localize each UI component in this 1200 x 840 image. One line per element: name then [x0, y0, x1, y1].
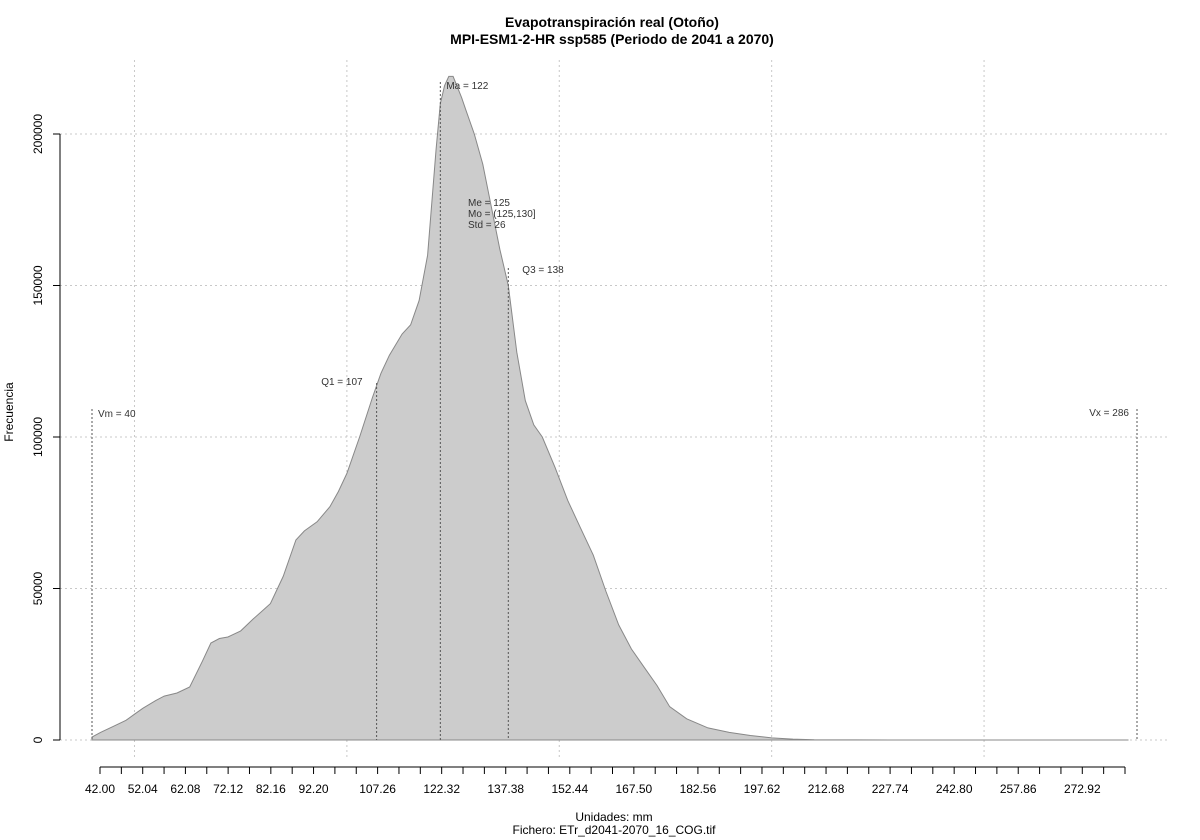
- chart-subtitle: MPI-ESM1-2-HR ssp585 (Periodo de 2041 a …: [450, 31, 774, 47]
- x-tick-label: 52.04: [128, 782, 158, 796]
- x-tick-label: 82.16: [256, 782, 286, 796]
- x-tick-label: 107.26: [359, 782, 396, 796]
- y-tick-label: 0: [31, 736, 45, 743]
- x-tick-label: 257.86: [1000, 782, 1037, 796]
- x-tick-label: 272.92: [1064, 782, 1101, 796]
- stats-mean: Me = 125: [468, 198, 510, 209]
- x-tick-label: 212.68: [808, 782, 845, 796]
- statistic-markers: Vm = 40 Q1 = 107 Ma = 122 Q3 = 138 Vx = 286: [91, 81, 1138, 740]
- chart-title: Evapotranspiración real (Otoño): [505, 14, 719, 30]
- x-tick-label: 122.32: [423, 782, 460, 796]
- density-curve: [91, 75, 1129, 741]
- file-caption: Fichero: ETr_d2041-2070_16_COG.tif: [513, 823, 717, 837]
- axes: 0 50000 100000 150000 200000 42.00 52.04 62.08 7…: [31, 114, 1126, 796]
- stat-marker-label: Q1 = 107: [321, 377, 363, 388]
- y-tick-label: 50000: [31, 571, 45, 605]
- stat-marker-label: Q3 = 138: [522, 265, 564, 276]
- x-tick-label: 92.20: [299, 782, 329, 796]
- x-tick-label: 42.00: [85, 782, 115, 796]
- x-tick-label: 242.80: [936, 782, 973, 796]
- x-tick-label: 197.62: [744, 782, 781, 796]
- stat-marker-label: Vm = 40: [98, 409, 136, 420]
- x-axis-label: Unidades: mm: [575, 810, 652, 824]
- x-tick-label: 227.74: [872, 782, 909, 796]
- y-tick-label: 150000: [31, 265, 45, 305]
- stats-mode: Mo = (125,130]: [468, 209, 536, 220]
- x-tick-label: 167.50: [616, 782, 653, 796]
- density-area: [91, 75, 1129, 741]
- stats-std: Std = 26: [468, 220, 506, 231]
- x-tick-label: 137.38: [487, 782, 524, 796]
- x-tick-label: 182.56: [680, 782, 717, 796]
- y-axis-label: Frecuencia: [2, 382, 16, 442]
- x-tick-label: 72.12: [213, 782, 243, 796]
- y-tick-label: 100000: [31, 417, 45, 457]
- x-tick-label: 62.08: [170, 782, 200, 796]
- stat-marker-label: Ma = 122: [446, 81, 488, 92]
- y-tick-label: 200000: [31, 114, 45, 154]
- x-tick-label: 152.44: [551, 782, 588, 796]
- stat-marker-label: Vx = 286: [1089, 408, 1129, 419]
